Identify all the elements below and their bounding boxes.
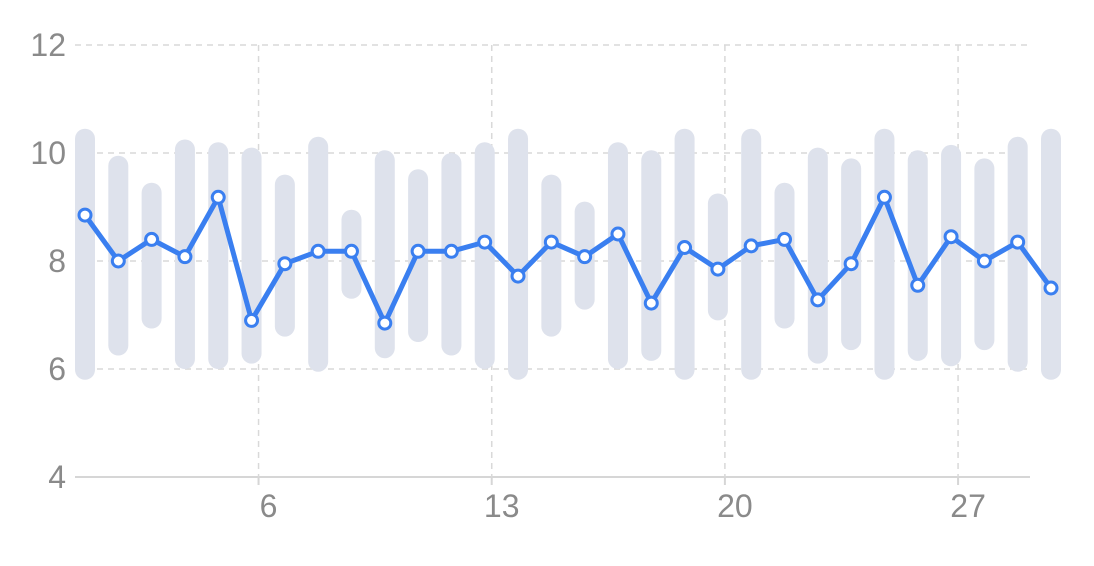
range-bar	[141, 182, 162, 329]
data-point[interactable]	[943, 229, 959, 245]
data-point[interactable]	[743, 238, 759, 254]
series-line	[82, 194, 1054, 326]
range-bars	[75, 128, 1061, 380]
range-bar	[474, 142, 495, 369]
range-bar	[75, 128, 95, 380]
range-bar	[874, 128, 895, 380]
data-point[interactable]	[510, 268, 526, 284]
data-point[interactable]	[144, 231, 160, 247]
data-point[interactable]	[876, 189, 892, 205]
y-tick-label: 6	[48, 351, 66, 387]
data-point[interactable]	[777, 231, 793, 247]
data-point[interactable]	[910, 277, 926, 293]
range-bar	[841, 158, 862, 351]
y-tick-label: 12	[30, 27, 66, 63]
data-point[interactable]	[377, 315, 393, 331]
range-bar	[641, 150, 662, 361]
range-bar	[541, 174, 562, 337]
data-point[interactable]	[577, 249, 593, 265]
data-point[interactable]	[610, 226, 626, 242]
data-point[interactable]	[277, 256, 293, 272]
range-bar	[941, 144, 962, 367]
x-tick-label: 6	[260, 488, 278, 524]
range-bar	[208, 142, 229, 369]
tick-labels: 4 6 8 10 12 6 13 20 27	[30, 27, 985, 524]
data-points	[77, 189, 1059, 331]
data-point[interactable]	[1043, 280, 1059, 296]
range-bar	[374, 150, 395, 359]
range-bar	[607, 142, 628, 369]
data-point[interactable]	[77, 207, 93, 223]
data-point[interactable]	[410, 243, 426, 259]
range-bar	[907, 150, 928, 361]
data-point[interactable]	[843, 256, 859, 272]
range-bar	[241, 147, 262, 364]
data-point[interactable]	[210, 189, 226, 205]
range-bar	[274, 174, 295, 337]
range-bar	[707, 193, 728, 321]
range-bar	[807, 147, 828, 364]
data-point[interactable]	[677, 240, 693, 255]
series-line-layer	[82, 194, 1054, 326]
range-bar	[774, 182, 795, 329]
data-point[interactable]	[976, 253, 992, 269]
y-tick-label: 4	[48, 459, 66, 495]
data-point[interactable]	[343, 243, 359, 259]
data-point[interactable]	[110, 253, 126, 269]
range-bar	[1007, 136, 1028, 372]
data-point[interactable]	[310, 243, 326, 259]
data-point[interactable]	[643, 295, 659, 311]
data-point[interactable]	[244, 312, 260, 328]
data-point[interactable]	[543, 234, 559, 250]
data-point[interactable]	[443, 243, 459, 259]
range-bar	[741, 128, 762, 380]
x-tick-label: 13	[484, 488, 520, 524]
range-bar	[1041, 128, 1061, 380]
data-point[interactable]	[810, 292, 826, 308]
range-bar	[508, 128, 529, 380]
x-tick-label: 20	[717, 488, 753, 524]
data-point[interactable]	[477, 234, 493, 250]
y-tick-label: 8	[48, 243, 66, 279]
x-tick-label: 27	[950, 488, 986, 524]
data-point[interactable]	[1010, 234, 1026, 250]
data-point[interactable]	[710, 261, 726, 277]
y-tick-label: 10	[30, 135, 66, 171]
data-point[interactable]	[177, 249, 193, 265]
